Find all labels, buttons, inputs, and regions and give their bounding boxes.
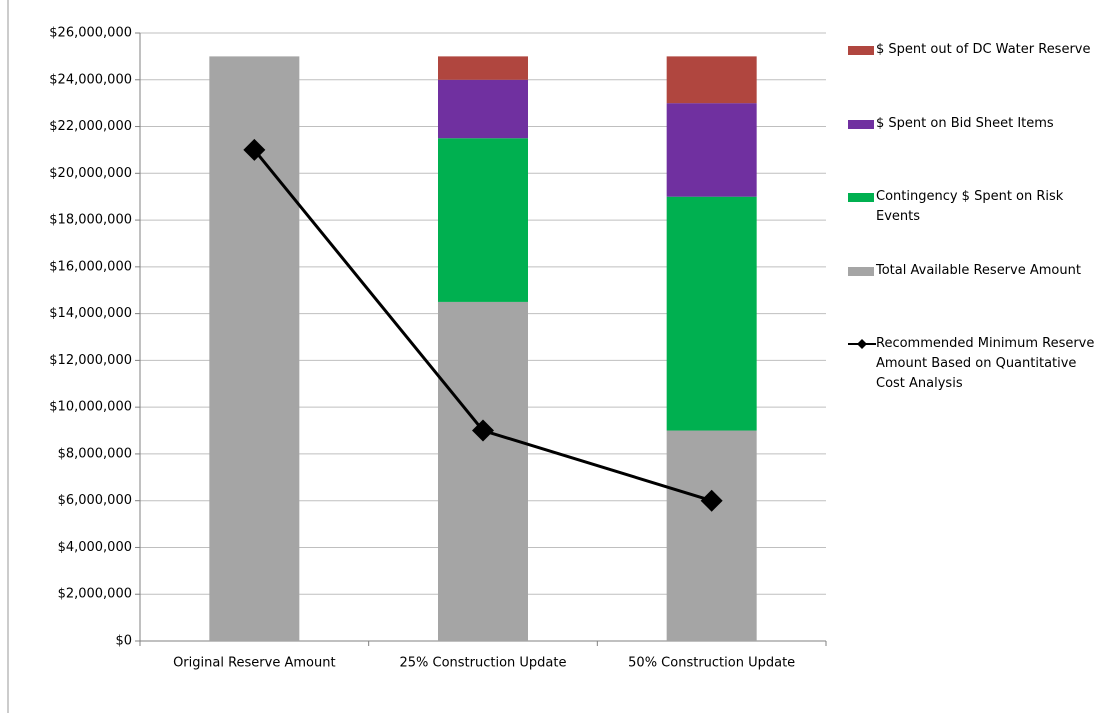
bar-segment [438, 301, 528, 641]
line-marker [700, 489, 723, 512]
y-tick-label: $12,000,000 [49, 353, 132, 368]
y-tick-label: $20,000,000 [49, 166, 132, 181]
y-tick-label: $26,000,000 [49, 26, 132, 41]
legend-swatch [848, 119, 874, 129]
bar-segment [666, 103, 757, 197]
legend-entry: Contingency $ Spent on Risk Events [848, 187, 1103, 227]
y-tick-label: $22,000,000 [49, 119, 132, 134]
legend-label: Total Available Reserve Amount [876, 262, 1081, 278]
legend-box [848, 266, 874, 276]
legend-entry: $ Spent out of DC Water Reserve [848, 40, 1103, 60]
line-marker [243, 138, 266, 161]
legend-box [848, 119, 874, 129]
legend-box [848, 46, 874, 55]
legend-swatch [848, 339, 876, 349]
y-tick-label: $6,000,000 [58, 493, 132, 508]
legend-swatch [848, 193, 874, 202]
x-tick-label: 50% Construction Update [628, 656, 795, 671]
y-tick-label: $18,000,000 [49, 213, 132, 228]
line-marker [472, 419, 494, 442]
x-tick-label: Original Reserve Amount [173, 656, 335, 671]
x-tick-label: 25% Construction Update [399, 656, 566, 671]
legend-label: $ Spent on Bid Sheet Items [876, 115, 1054, 131]
legend-entry: Total Available Reserve Amount [848, 261, 1103, 281]
legend-label: Recommended Minimum Reserve Amount Based… [876, 336, 1095, 391]
y-tick-label: $4,000,000 [58, 540, 132, 555]
y-tick-label: $2,000,000 [58, 587, 132, 602]
bar-segment [666, 196, 757, 431]
bar-segment [438, 56, 528, 80]
y-tick-label: $16,000,000 [49, 259, 132, 274]
legend-label: Contingency $ Spent on Risk Events [876, 189, 1064, 224]
legend-marker [857, 339, 867, 349]
y-tick-label: $10,000,000 [49, 400, 132, 415]
bar-segment [438, 79, 528, 139]
y-tick-label: $24,000,000 [49, 72, 132, 87]
legend-entry: $ Spent on Bid Sheet Items [848, 114, 1103, 134]
legend-entry: Recommended Minimum Reserve Amount Based… [848, 334, 1103, 394]
legend-box [848, 193, 874, 202]
bar-segment [666, 430, 757, 641]
legend-swatch [848, 266, 874, 276]
legend-swatch [848, 46, 874, 55]
y-tick-label: $14,000,000 [49, 306, 132, 321]
y-tick-label: $0 [115, 634, 132, 649]
bar-segment [438, 138, 528, 302]
bar-segment [666, 56, 757, 104]
legend-label: $ Spent out of DC Water Reserve [876, 42, 1091, 57]
y-tick-label: $8,000,000 [58, 446, 132, 461]
